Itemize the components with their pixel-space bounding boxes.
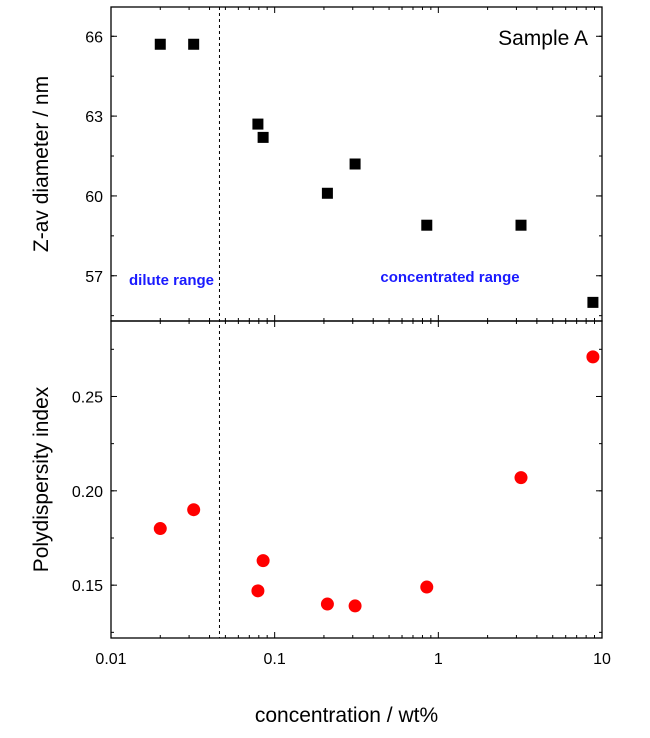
- z-average-point: [188, 38, 200, 50]
- polydispersity-point: [514, 471, 528, 485]
- z-average-point: [252, 118, 264, 130]
- z-average-point: [515, 219, 527, 231]
- z-average-point: [257, 131, 269, 143]
- y-tick-label: 0.20: [72, 484, 103, 501]
- tick-labels: 0.01 0.1 1 10 57 60 63 66 0.15 0.20 0.25: [72, 29, 611, 668]
- y-tick-label: 63: [85, 109, 103, 126]
- dilute-range-label: dilute range: [129, 272, 214, 289]
- z-average-point: [154, 38, 166, 50]
- concentrated-range-label: concentrated range: [380, 269, 519, 286]
- bottom-panel-border: [110, 320, 603, 639]
- z-average-point: [421, 219, 433, 231]
- z-average-point: [321, 187, 333, 199]
- y-axis-label-bottom: Polydispersity index: [30, 386, 53, 572]
- polydispersity-point: [420, 580, 434, 594]
- x-tick-label: 0.01: [95, 651, 126, 668]
- y-tick-label: 0.25: [72, 389, 103, 406]
- x-axis-label: concentration / wt%: [255, 704, 438, 727]
- y-tick-label: 66: [85, 29, 103, 46]
- y-tick-label: 0.15: [72, 578, 103, 595]
- polydispersity-point: [586, 350, 600, 364]
- polydispersity-point: [153, 522, 167, 536]
- x-tick-label: 0.1: [264, 651, 286, 668]
- polydispersity-point: [187, 503, 201, 517]
- plot-frame: [110, 6, 603, 639]
- polydispersity-point: [320, 597, 334, 611]
- polydispersity-point: [256, 554, 270, 568]
- z-average-point: [349, 158, 361, 170]
- tick-marks: [110, 7, 602, 638]
- polydispersity-point: [251, 584, 265, 598]
- z-average-point: [587, 296, 599, 308]
- polydispersity-point: [348, 599, 362, 613]
- data-points: [153, 38, 600, 613]
- y-tick-label: 57: [85, 269, 103, 286]
- y-axis-label-top: Z-av diameter / nm: [30, 76, 53, 252]
- y-tick-label: 60: [85, 189, 103, 206]
- sample-annotation: Sample A: [498, 27, 588, 50]
- x-tick-label: 10: [593, 651, 611, 668]
- x-tick-label: 1: [434, 651, 443, 668]
